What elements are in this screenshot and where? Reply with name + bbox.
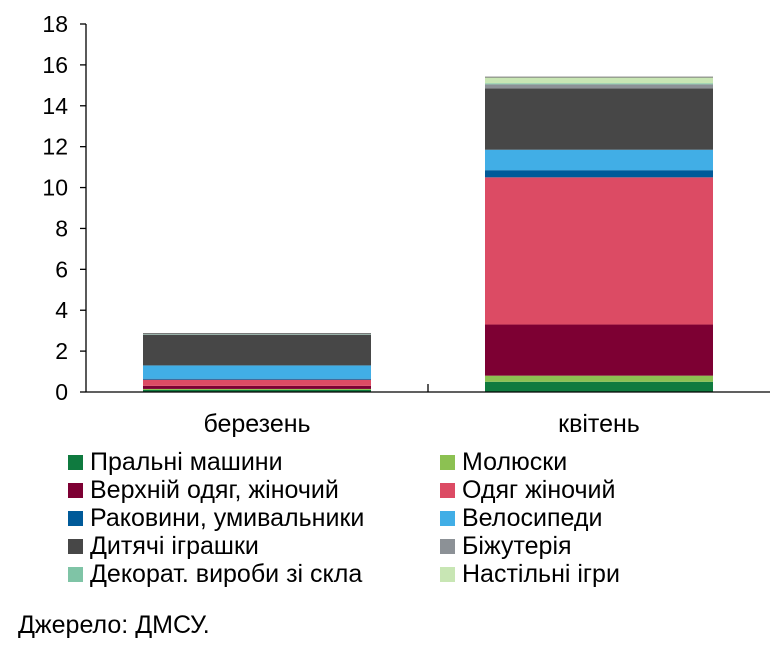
legend-item: Настільні ігри [440, 559, 620, 589]
legend-item: Верхній одяг, жіночий [68, 475, 339, 505]
bar-segment [143, 388, 371, 390]
legend-item: Одяг жіночий [440, 475, 615, 505]
legend-item: Декорат. вироби зі скла [68, 559, 362, 589]
y-tick-label: 14 [42, 93, 68, 119]
source-note: Джерело: ДМСУ. [18, 611, 210, 639]
y-tick-label: 12 [42, 134, 68, 160]
stacked-bar-chart: 0 2 4 6 8 10 12 14 16 18 березень квітень [42, 11, 770, 438]
bar-segment [143, 379, 371, 386]
legend-item: Пральні машини [68, 447, 283, 477]
legend-swatch [440, 454, 455, 470]
y-axis: 0 2 4 6 8 10 12 14 16 18 [42, 11, 87, 405]
legend-item: Велосипеди [440, 503, 602, 533]
legend-label: Біжутерія [462, 531, 572, 560]
legend-label: Декорат. вироби зі скла [90, 559, 363, 588]
y-tick-label: 8 [55, 215, 68, 241]
legend-item: Біжутерія [440, 531, 572, 561]
legend-item: Раковини, умивальники [68, 503, 364, 533]
legend-label: Одяг жіночий [462, 475, 616, 504]
bar-segment [143, 365, 371, 379]
y-tick-label: 18 [42, 11, 68, 37]
legend-swatch [68, 538, 83, 554]
bar-segment [485, 375, 713, 382]
bar-segment [485, 381, 713, 392]
legend-swatch [68, 510, 83, 526]
legend-swatch [440, 566, 455, 582]
legend-swatch [68, 454, 83, 470]
bar-segment [485, 170, 713, 178]
y-tick-label: 2 [55, 338, 68, 364]
bar-segment [143, 389, 371, 392]
legend-swatch [440, 538, 455, 554]
x-category-label: березень [203, 410, 310, 438]
bar-segment [485, 83, 713, 85]
bar-segment [143, 385, 371, 389]
y-tick-label: 10 [42, 175, 68, 201]
legend-swatch [440, 482, 455, 498]
legend-label: Настільні ігри [462, 559, 620, 588]
legend-label: Раковини, умивальники [90, 503, 365, 532]
bar-segment [143, 378, 371, 380]
x-category-label: квітень [558, 410, 640, 438]
legend-label: Велосипеди [462, 503, 603, 532]
legend-item: Дитячі іграшки [68, 531, 259, 561]
bars [143, 76, 713, 392]
legend-label: Дитячі іграшки [90, 531, 259, 560]
bar-segment [485, 324, 713, 376]
legend-swatch [68, 566, 83, 582]
bar-segment [485, 84, 713, 89]
bar-segment [485, 177, 713, 325]
y-tick-label: 4 [55, 297, 68, 323]
bar-segment [143, 334, 371, 366]
x-axis: березень квітень [86, 384, 770, 438]
bar-segment [485, 88, 713, 150]
legend-label: Пральні машини [90, 447, 283, 476]
y-tick-label: 6 [55, 256, 68, 282]
legend-label: Молюски [462, 447, 568, 476]
bar-segment [485, 149, 713, 171]
legend-item: Молюски [440, 447, 567, 477]
legend-swatch [68, 482, 83, 498]
legend-swatch [440, 510, 455, 526]
legend-label: Верхній одяг, жіночий [90, 475, 339, 504]
y-tick-label: 0 [55, 379, 68, 405]
y-tick-label: 16 [42, 52, 68, 78]
bar-segment [485, 77, 713, 84]
